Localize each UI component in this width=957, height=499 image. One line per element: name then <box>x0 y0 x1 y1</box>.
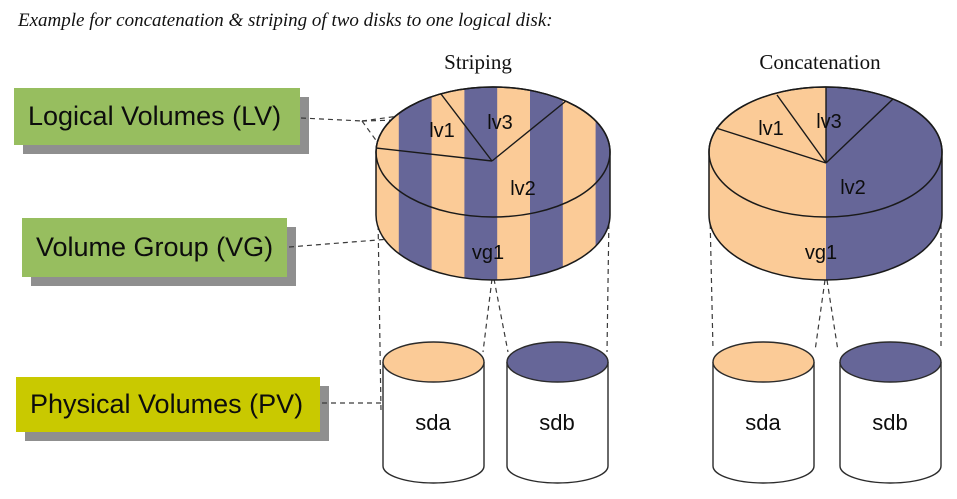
striping-disk-top-rim <box>375 86 611 218</box>
striping-sector-line-lv3-lv2 <box>491 100 567 162</box>
connector-lv-box-to-fan <box>300 117 363 122</box>
striping-vg1-label: vg1 <box>472 242 504 264</box>
striping-sector-line-lv1-left <box>375 147 493 162</box>
striping-sdb-label: sdb <box>539 410 574 435</box>
projection-concat-left <box>709 214 714 351</box>
striping-lv1-label: lv1 <box>429 120 455 142</box>
concat-sector-line-lv3-lv2 <box>825 98 894 164</box>
projection-concat-center-left <box>814 279 826 352</box>
concat-lv3-label: lv3 <box>816 111 842 133</box>
page-title: Example for concatenation & striping of … <box>18 10 553 31</box>
striping-sector-line-lv1-lv3 <box>440 93 493 162</box>
concat-lv2-label: lv2 <box>840 177 866 199</box>
striping-sda-cylinder-body <box>382 362 485 484</box>
striping-sda-cylinder-top <box>382 341 485 383</box>
concat-sdb-label: sdb <box>872 410 907 435</box>
concatenation-title: Concatenation <box>759 50 881 74</box>
logical-volumes-label-box: Logical Volumes (LV) <box>14 88 300 145</box>
logical-volumes-label: Logical Volumes (LV) <box>28 101 282 131</box>
concat-sector-line-lv1-left <box>715 127 827 164</box>
striping-sda-label: sda <box>415 410 451 435</box>
striping-sda-cylinder: sda <box>382 341 485 484</box>
concatenation-disk: Concatenation lv1 lv3 lv2 vg1 <box>708 50 943 281</box>
physical-volumes-label-box: Physical Volumes (PV) <box>16 377 320 432</box>
striping-sdb-cylinder-top <box>506 341 609 383</box>
concat-lv1-label: lv1 <box>758 118 784 140</box>
projection-striping-right <box>606 214 610 353</box>
projection-striping-center-left <box>482 278 493 353</box>
striping-disk: Striping lv1 lv3 lv2 vg1 <box>375 50 611 281</box>
concat-sda-cylinder-body <box>712 362 815 484</box>
striping-sdb-cylinder-body <box>506 362 609 484</box>
striping-lv2-label: lv2 <box>510 178 536 200</box>
concat-sda-cylinder: sda <box>712 341 815 484</box>
projection-striping-center-right <box>493 278 509 353</box>
projection-concat-center-right <box>826 279 839 352</box>
striping-title: Striping <box>444 50 512 74</box>
concat-sdb-cylinder-top <box>839 341 942 383</box>
concat-sda-cylinder-top <box>712 341 815 383</box>
concat-sda-label: sda <box>745 410 781 435</box>
concat-vg1-label: vg1 <box>805 242 837 264</box>
striping-lv3-label: lv3 <box>487 112 513 134</box>
volume-group-label: Volume Group (VG) <box>36 232 274 262</box>
concat-sdb-cylinder: sdb <box>839 341 942 484</box>
projection-striping-left <box>376 152 382 412</box>
physical-volumes-label: Physical Volumes (PV) <box>30 389 304 419</box>
striping-sdb-cylinder: sdb <box>506 341 609 484</box>
concat-sector-line-lv1-lv3 <box>776 94 827 164</box>
concat-sdb-cylinder-body <box>839 362 942 484</box>
volume-group-label-box: Volume Group (VG) <box>22 218 287 277</box>
